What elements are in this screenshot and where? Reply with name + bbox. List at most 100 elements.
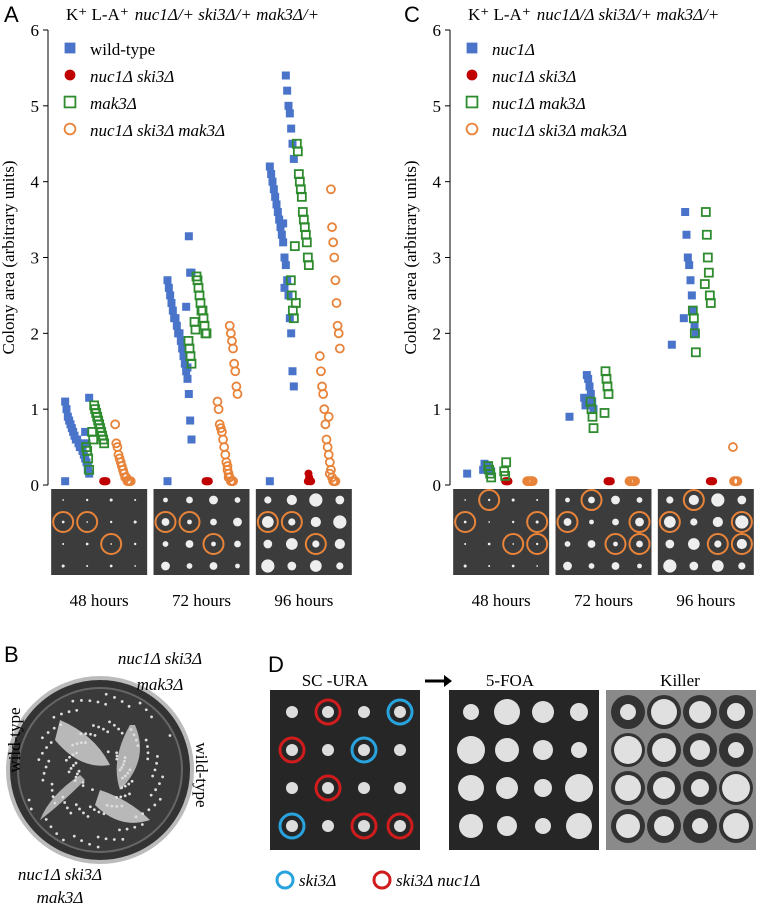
- colony: [118, 828, 121, 832]
- colony: [358, 820, 370, 832]
- colony: [109, 498, 113, 502]
- colony: [511, 498, 515, 502]
- colony: [68, 755, 71, 759]
- colony: [84, 741, 87, 744]
- colony: [146, 751, 150, 755]
- colony: [121, 763, 125, 766]
- data-point: [323, 411, 334, 422]
- data-point: [87, 427, 98, 437]
- colony: [140, 823, 144, 826]
- colony: [153, 803, 157, 807]
- legend-marker: [372, 870, 392, 890]
- colony: [690, 740, 710, 760]
- data-point: [84, 464, 95, 475]
- colony: [738, 562, 746, 570]
- colony: [112, 723, 116, 727]
- panel-label: D: [268, 652, 284, 677]
- data-point: [85, 393, 94, 402]
- colony: [736, 538, 747, 550]
- colony: [536, 565, 539, 567]
- colony: [120, 786, 124, 790]
- data-point: [224, 320, 235, 331]
- colony: [50, 788, 54, 792]
- colony: [115, 751, 119, 755]
- colony: [394, 782, 406, 794]
- colony: [156, 754, 159, 758]
- genotype-ring: [556, 511, 579, 533]
- x-tick-label: 96 hours: [274, 591, 333, 610]
- data-point: [700, 207, 711, 217]
- colony: [533, 740, 553, 760]
- colony: [84, 732, 88, 736]
- data-point: [687, 305, 698, 316]
- colony: [587, 540, 596, 548]
- y-tick-label: 2: [433, 324, 442, 343]
- colony: [63, 801, 67, 804]
- title-genotype: nuc1Δ/Δ ski3Δ/+ mak3Δ/+: [537, 5, 719, 24]
- colony: [61, 795, 65, 799]
- colony: [134, 738, 138, 742]
- colony: [71, 699, 75, 703]
- colony: [69, 811, 73, 815]
- data-point: [667, 340, 676, 349]
- data-point: [690, 347, 701, 358]
- colony: [565, 774, 593, 802]
- colony: [588, 496, 595, 504]
- legend-label: wild-type: [90, 40, 155, 59]
- y-tick-label: 6: [31, 21, 40, 40]
- colony: [158, 782, 161, 786]
- plate-title: SC -URA: [302, 671, 369, 690]
- colony: [588, 563, 595, 569]
- colony: [636, 497, 643, 503]
- data-point: [324, 468, 335, 479]
- colony: [121, 837, 125, 841]
- colony: [651, 699, 677, 725]
- data-point: [291, 138, 302, 149]
- colony: [310, 516, 321, 528]
- data-point: [272, 200, 281, 209]
- data-point: [279, 238, 288, 247]
- genotype-ring: [706, 533, 729, 555]
- data-point: [686, 276, 695, 285]
- genotype-ring: [628, 533, 651, 555]
- data-point: [228, 343, 238, 354]
- colony: [136, 744, 140, 748]
- colony: [128, 792, 131, 796]
- data-point: [163, 477, 172, 486]
- data-point: [304, 469, 313, 478]
- colony: [86, 564, 89, 568]
- colony: [563, 561, 572, 571]
- title-prefix: K⁺ L-A⁺: [66, 5, 129, 24]
- colony: [185, 540, 194, 548]
- colony: [261, 559, 275, 573]
- data-point: [499, 466, 510, 477]
- colony: [61, 564, 65, 568]
- colony: [161, 561, 170, 571]
- data-point: [219, 442, 230, 452]
- colony: [532, 701, 554, 723]
- genotype-ring: [154, 511, 177, 533]
- colony: [286, 494, 297, 506]
- colony: [97, 725, 101, 729]
- data-point: [585, 396, 596, 407]
- colony: [120, 731, 124, 735]
- colony: [44, 765, 48, 769]
- colony: [614, 736, 642, 764]
- colony: [128, 768, 132, 772]
- colony: [74, 803, 78, 807]
- colony: [714, 540, 722, 548]
- genotype-ring: [256, 511, 279, 533]
- colony: [611, 562, 620, 570]
- colony: [134, 498, 137, 502]
- colony: [104, 837, 108, 841]
- y-tick-label: 5: [31, 97, 40, 116]
- colony: [162, 541, 169, 547]
- data-point: [81, 427, 90, 436]
- data-point: [588, 423, 599, 434]
- data-point: [268, 177, 277, 186]
- colony: [150, 715, 153, 719]
- colony: [112, 838, 116, 841]
- data-point: [624, 476, 635, 487]
- y-tick-label: 1: [433, 400, 442, 419]
